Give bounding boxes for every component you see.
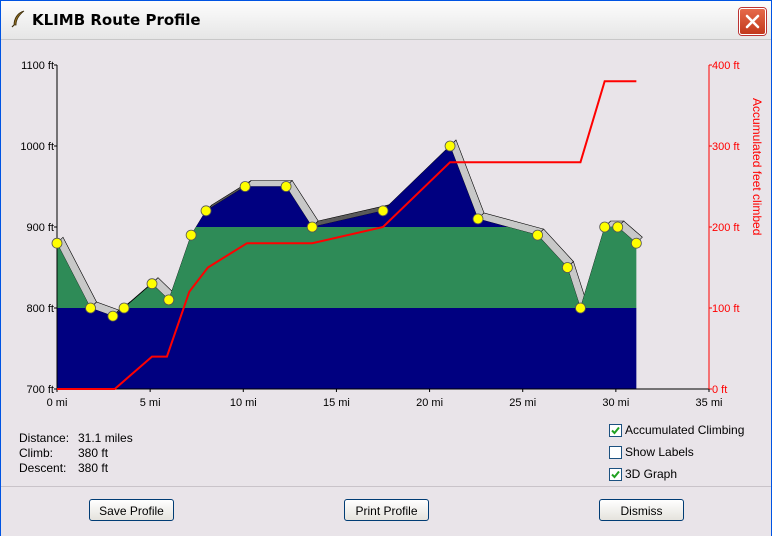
elevation-band [57,308,637,389]
bottom-tick-label: 30 mi [602,397,629,409]
elevation-marker [575,302,586,314]
bottom-tick-label: 15 mi [323,397,350,409]
print-profile-button[interactable]: Print Profile [344,499,429,521]
elevation-marker [185,229,197,241]
checkmark-icon [611,470,620,479]
elevation-marker [107,310,119,322]
close-icon [745,14,760,29]
checkmark-icon [611,426,620,435]
elevation-marker [146,278,158,290]
elevation-marker [612,221,624,233]
left-tick-label: 700 ft [26,384,54,396]
descent-value: 380 ft [78,461,109,475]
save-profile-button[interactable]: Save Profile [89,499,174,521]
elevation-marker [306,221,318,233]
elevation-band [57,146,637,227]
accumulated-climb-line [57,80,637,390]
distance-label: Distance: [19,431,70,445]
bottom-tick-label: 0 mi [47,397,68,409]
right-tick-label: 100 ft [712,303,740,315]
left-tick-label: 800 ft [26,303,54,315]
elevation-marker [163,294,175,306]
checkbox-box[interactable] [609,446,622,459]
route-profile-chart: 700 ft 800 ft 900 ft 1000 ft 1100 ft 0 ft 100 … [20,60,764,409]
checkbox-box[interactable] [609,424,622,437]
right-tick-label: 0 ft [712,384,727,396]
elevation-marker [118,302,130,314]
elevation-band [57,227,637,308]
descent-label: Descent: [19,461,67,475]
elevation-marker [51,237,63,249]
elevation-marker [85,302,96,314]
checkbox-label: Accumulated Climbing [625,423,745,437]
title-bar: KLIMB Route Profile [1,1,771,40]
climb-value: 380 ft [78,446,109,460]
right-tick-label: 400 ft [712,60,740,72]
checkbox-label: Show Labels [625,445,694,459]
elevation-marker [599,221,611,233]
left-tick-label: 1000 ft [20,141,54,153]
right-axis-label: Accumulated feet climbed [750,98,764,235]
left-tick-label: 1100 ft [21,60,54,72]
elevation-marker [630,237,642,249]
button-bar: Save Profile Print Profile Dismiss [1,486,771,536]
elevation-marker [562,262,573,273]
close-button[interactable] [739,8,766,35]
right-tick-label: 200 ft [712,222,740,234]
bottom-tick-label: 35 mi [696,397,723,409]
dismiss-button[interactable]: Dismiss [599,499,684,521]
elevation-marker [472,213,484,225]
bottom-tick-label: 25 mi [509,397,536,409]
elevation-marker [377,205,389,217]
window-title: KLIMB Route Profile [32,11,201,29]
bottom-tick-label: 10 mi [230,397,257,409]
elevation-marker [239,181,251,192]
elevation-marker [532,229,544,241]
elevation-marker [200,205,212,217]
elevation-marker [280,181,292,192]
left-tick-label: 900 ft [26,222,54,234]
elevation-marker [444,140,456,152]
distance-value: 31.1 miles [78,431,133,445]
bottom-tick-label: 5 mi [140,397,161,409]
climb-label: Climb: [19,446,54,460]
checkbox-box[interactable] [609,468,622,481]
right-tick-label: 300 ft [712,141,740,153]
checkbox-label: 3D Graph [625,467,678,481]
feather-icon [11,10,27,28]
bottom-tick-label: 20 mi [416,397,443,409]
